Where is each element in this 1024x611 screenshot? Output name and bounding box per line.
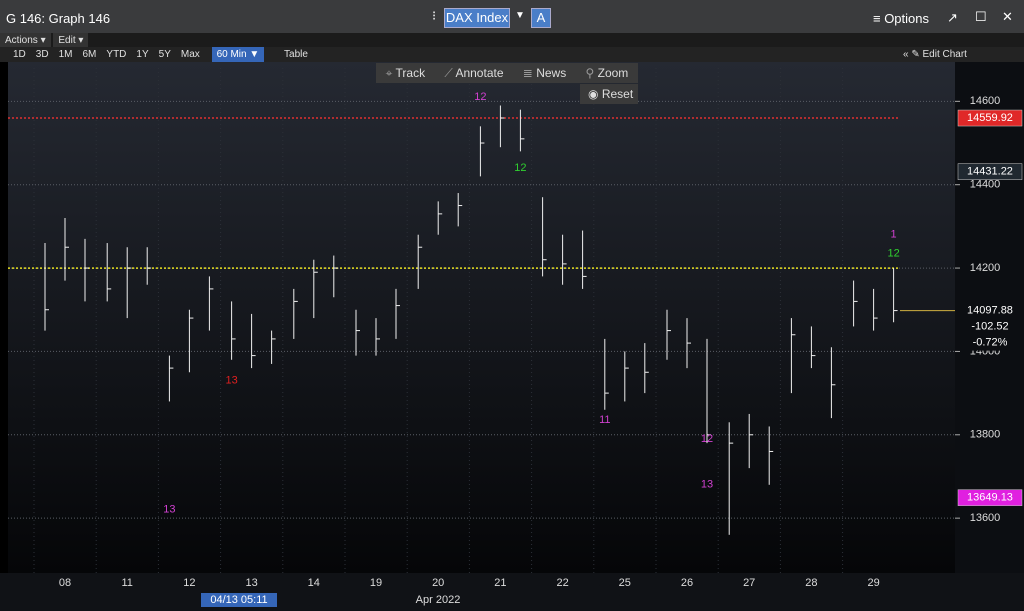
study-label: 11 bbox=[599, 414, 610, 426]
ticker-input[interactable]: DAX Index bbox=[444, 8, 510, 28]
study-label: 13 bbox=[225, 375, 237, 387]
x-tick-label: 08 bbox=[59, 577, 71, 589]
range-button[interactable]: 5Y bbox=[158, 49, 171, 60]
maximize-button[interactable]: ☐ bbox=[975, 9, 987, 24]
actions-menu[interactable]: Actions ▾ bbox=[0, 33, 51, 48]
x-tick-label: 25 bbox=[619, 577, 631, 589]
x-axis-background bbox=[0, 573, 1024, 611]
price-label-bg bbox=[957, 109, 1023, 127]
tool-label: Zoom bbox=[597, 66, 629, 80]
x-tick-label: 28 bbox=[805, 577, 817, 589]
y-tick-label: 14600 bbox=[970, 95, 1001, 107]
source-button[interactable]: A bbox=[531, 8, 551, 28]
x-tick-label: 12 bbox=[183, 577, 195, 589]
range-button[interactable]: 6M bbox=[82, 49, 97, 60]
range-button[interactable]: 1M bbox=[58, 49, 73, 60]
tool-label: Annotate bbox=[455, 65, 504, 80]
chart-tools: ⌖ Track ⟋ Annotate ≣ News ⚲ Zoom bbox=[376, 63, 638, 83]
x-tick-label: 21 bbox=[494, 577, 506, 589]
last-label-bg bbox=[958, 302, 1022, 351]
edit-menu[interactable]: Edit ▾ bbox=[53, 33, 89, 48]
y-tick-label: 13600 bbox=[970, 512, 1001, 524]
study-label: 12 bbox=[887, 247, 899, 259]
study-label: 12 bbox=[474, 91, 486, 103]
tool-button[interactable]: ⌖ Track bbox=[385, 65, 426, 80]
x-tick-label: 22 bbox=[556, 577, 568, 589]
edit-chart-button[interactable]: « ✎ Edit Chart bbox=[903, 49, 967, 60]
interval-button[interactable]: 60 Min ▼ bbox=[211, 47, 265, 62]
range-button[interactable]: 1Y bbox=[136, 49, 149, 60]
reset-label: Reset bbox=[601, 87, 634, 101]
range-button[interactable]: 3D bbox=[35, 49, 49, 60]
range-bar: 1D 3D 1M 6M YTD 1Y 5Y Max 60 Min ▼ Table « ✎ Ed… bbox=[0, 47, 1024, 62]
study-label: 1 bbox=[891, 229, 897, 241]
tool-button[interactable]: ⚲ Zoom bbox=[585, 66, 629, 80]
y-tick-label: 14200 bbox=[970, 262, 1001, 274]
cursor-label: 04/13 05:11 bbox=[210, 594, 267, 606]
x-tick-label: 14 bbox=[308, 577, 320, 589]
price-label: 14431.22 bbox=[967, 166, 1013, 178]
title-bar: G 146: Graph 146 ⁝ DAX Index ▼ A ≡ Optio… bbox=[0, 0, 1024, 33]
y-tick-label: 14400 bbox=[970, 179, 1001, 191]
tool-label: News bbox=[536, 66, 567, 80]
price-label: 13649.13 bbox=[967, 492, 1013, 504]
x-tick-label: 11 bbox=[121, 577, 132, 589]
window-title: G 146: Graph 146 bbox=[6, 11, 111, 26]
tool-button[interactable]: ⟋ Annotate bbox=[444, 65, 504, 80]
price-label: 14559.92 bbox=[967, 112, 1013, 124]
x-tick-label: 26 bbox=[681, 577, 693, 589]
range-button[interactable]: 1D bbox=[13, 49, 26, 60]
reset-button[interactable]: ◉ Reset bbox=[580, 84, 638, 104]
x-tick-label: 20 bbox=[432, 577, 444, 589]
options-button[interactable]: ≡ Options bbox=[873, 11, 929, 26]
table-button[interactable]: Table bbox=[284, 49, 308, 60]
study-label: 13 bbox=[701, 479, 713, 491]
caret: ⁝ bbox=[432, 8, 437, 23]
menu-bar: Actions ▾ Edit ▾ bbox=[0, 33, 1024, 48]
plot-background bbox=[8, 62, 955, 573]
price-label-bg bbox=[957, 489, 1023, 506]
x-tick-label: 29 bbox=[867, 577, 879, 589]
ticker-dropdown[interactable]: ▼ bbox=[515, 10, 525, 21]
last-change-pct: -0.72% bbox=[973, 337, 1008, 349]
last-price: 14097.88 bbox=[967, 305, 1013, 317]
y-tick-label: 13800 bbox=[970, 429, 1001, 441]
study-label: 12 bbox=[701, 433, 713, 445]
close-button[interactable]: ✕ bbox=[1002, 9, 1013, 24]
tool-button[interactable]: ≣ News bbox=[522, 66, 567, 80]
x-tick-label: 27 bbox=[743, 577, 755, 589]
range-button[interactable]: YTD bbox=[106, 49, 127, 60]
range-button[interactable]: Max bbox=[180, 49, 200, 60]
popout-button[interactable]: ↗ bbox=[947, 10, 958, 25]
x-tick-label: 19 bbox=[370, 577, 382, 589]
study-label: 13 bbox=[163, 504, 175, 516]
study-label: 12 bbox=[514, 162, 526, 174]
tool-label: Track bbox=[395, 65, 426, 80]
last-change: -102.52 bbox=[971, 321, 1008, 333]
cursor-label-bg bbox=[201, 593, 277, 607]
x-axis-label: Apr 2022 bbox=[416, 594, 461, 606]
price-label-bg bbox=[957, 163, 1023, 180]
x-tick-label: 13 bbox=[245, 577, 257, 589]
